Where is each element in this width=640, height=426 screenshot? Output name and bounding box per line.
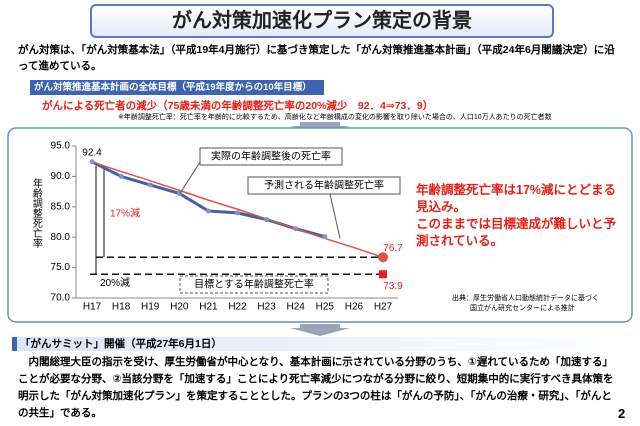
legend-label: 実際の年齢調整後の死亡率 [211, 150, 331, 163]
source-line: 出典：厚生労働省人口動態統計データに基づく [452, 295, 599, 302]
y-tick-label: 95.0 [51, 141, 71, 152]
data-label: 76.7 [383, 243, 403, 254]
summit-text: 内閣総理大臣の指示を受け、厚生労働省が中心となり、基本計画に示されている分野のう… [18, 356, 614, 419]
legend-label: 目標とする年齢調整死亡率 [194, 278, 314, 291]
data-point [293, 226, 299, 232]
series-line [91, 161, 384, 258]
arrow [290, 324, 350, 336]
x-tick-label: H25 [316, 302, 335, 313]
data-point [379, 270, 387, 279]
y-axis-label: 年齢調整死亡率 [30, 177, 42, 249]
callout [329, 193, 341, 239]
y-tick-label: 75.0 [51, 262, 71, 273]
data-point [118, 173, 124, 179]
annotation: 17%減 [110, 207, 140, 220]
x-tick-label: H24 [287, 302, 306, 313]
annotation: 20%減 [100, 276, 130, 289]
chart-panel: 年齢調整死亡率 70.0 75.0 80.0 85.0 90.0 95.0 H17 H18 H19… [7, 122, 633, 323]
data-point [264, 217, 270, 223]
y-tick-label: 85.0 [51, 201, 71, 212]
conclusion-line: このままでは目標達成が難しいと予測されている。 [416, 217, 617, 248]
x-tick-label: H21 [199, 302, 218, 313]
data-point [147, 182, 153, 188]
legend-label: 予測される年齢調整死亡率 [264, 179, 384, 192]
data-point [205, 208, 211, 214]
y-tick-label: 80.0 [51, 232, 71, 243]
legend-box [199, 147, 343, 166]
summit-heading: 「がんサミット」開催（平成27年6月1日） [20, 338, 222, 350]
x-tick-label: H27 [374, 302, 393, 313]
conclusion: 年齢調整死亡率は17%減にとどまる見込み。 このままでは目標達成が難しいと予測さ… [416, 182, 626, 250]
y-tick-label: 70.0 [51, 293, 71, 304]
goal-note: ※年齢調整死亡率：死亡率を年齢的に比較するため、高齢化など年齢構成の変化の影響を… [118, 114, 552, 121]
source: 出典：厚生労働省人口動態統計データに基づく 国立がん研究センターによる推計 [452, 294, 599, 314]
data-label: 92.4 [82, 147, 102, 158]
data-point [322, 234, 328, 240]
title: がん対策加速化プラン策定の背景 [90, 4, 554, 38]
x-tick-label: H17 [83, 302, 102, 313]
x-tick-label: H26 [345, 302, 364, 313]
intro: がん対策は、「がん対策基本法」（平成19年4月施行）に基づき策定した「がん対策推… [18, 44, 615, 72]
summit-bar [12, 337, 633, 351]
legend-box [247, 176, 401, 195]
page-number: 2 [618, 406, 626, 421]
x-tick-label: H23 [257, 302, 276, 313]
x-tick-label: H19 [141, 302, 160, 313]
data-point [235, 210, 240, 216]
legend-box [179, 275, 329, 294]
conclusion-line: 年齢調整死亡率は17%減にとどまる見込み。 [416, 183, 617, 214]
panel-border [7, 127, 633, 323]
goal-text: がんによる死亡者の減少（75歳未満の年齢調整死亡率の20%減少 92．4⇒73．… [42, 100, 434, 112]
source-line: 国立がん研究センターによる推計 [470, 305, 575, 312]
data-point [89, 159, 95, 165]
data-point [378, 252, 388, 263]
callout [179, 161, 201, 194]
goal-heading: がん対策推進基本計画の全体目標（平成19年度からの10年目標） [30, 80, 324, 95]
data-label: 73.9 [383, 281, 403, 292]
x-tick-label: H20 [170, 302, 189, 313]
x-tick-label: H18 [112, 302, 131, 313]
y-tick-label: 90.0 [51, 171, 71, 182]
x-tick-label: H22 [228, 302, 247, 313]
